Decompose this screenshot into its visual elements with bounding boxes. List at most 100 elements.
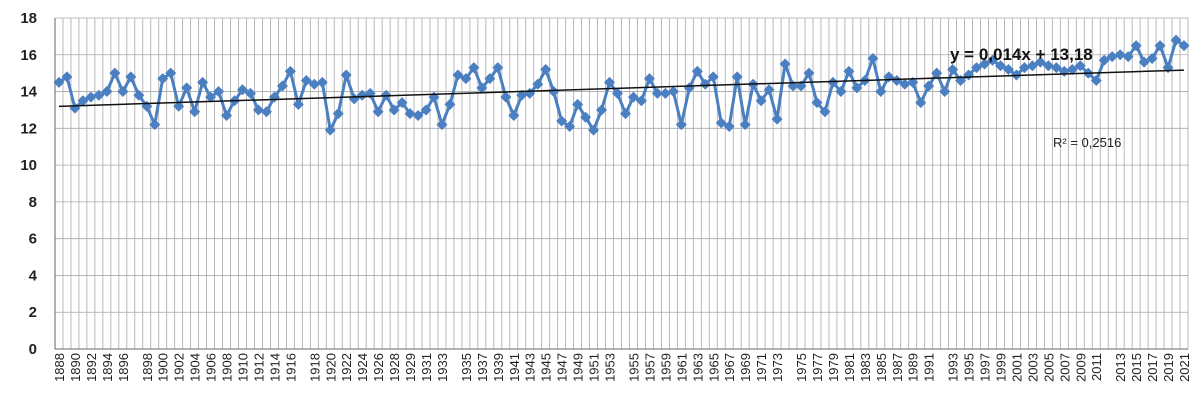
data-point-marker: [723, 120, 735, 132]
x-tick-label: 1973: [770, 353, 785, 382]
data-point-marker: [994, 60, 1006, 72]
trendline: [58, 69, 1185, 108]
data-point-marker: [316, 76, 328, 88]
data-point-marker: [659, 87, 671, 99]
data-point-marker: [931, 67, 943, 79]
data-point-marker: [300, 75, 312, 87]
data-point-marker: [396, 97, 408, 109]
x-tick-label: 1916: [283, 353, 298, 382]
data-point-marker: [221, 109, 233, 121]
data-point-marker: [564, 120, 576, 132]
data-point-marker: [1002, 63, 1014, 75]
data-point-marker: [540, 63, 552, 75]
data-point-marker: [755, 95, 767, 107]
x-tick-label: 1890: [68, 353, 83, 382]
data-point-marker: [173, 100, 185, 112]
data-point-marker: [604, 76, 616, 88]
r-squared-label: R² = 0,2516: [1053, 135, 1121, 150]
data-point-marker: [779, 58, 791, 70]
data-point-marker: [53, 76, 65, 88]
data-point-marker: [372, 106, 384, 118]
data-point-marker: [436, 119, 448, 131]
data-point-marker: [715, 117, 727, 129]
x-tick-label: 1896: [116, 353, 131, 382]
data-point-marker: [189, 106, 201, 118]
data-point-marker: [324, 124, 336, 136]
x-tick-label: 1892: [84, 353, 99, 382]
data-point-marker: [1106, 51, 1118, 63]
y-tick-label: 10: [20, 157, 37, 174]
data-point-marker: [548, 86, 560, 98]
x-tick-label: 1967: [722, 353, 737, 382]
data-point-marker: [484, 73, 496, 85]
x-tick-label: 1991: [922, 353, 937, 382]
data-point-marker: [843, 65, 855, 77]
data-point-marker: [181, 82, 193, 94]
data-point-marker: [1138, 56, 1150, 68]
data-point-marker: [276, 80, 288, 92]
data-point-marker: [867, 52, 879, 64]
x-tick-label: 1941: [507, 353, 522, 382]
x-tick-label: 2017: [1145, 353, 1160, 382]
data-point-marker: [332, 108, 344, 120]
data-point-marker: [771, 113, 783, 125]
data-point-marker: [1066, 63, 1078, 75]
data-point-marker: [516, 89, 528, 101]
data-point-marker: [580, 111, 592, 123]
data-point-marker: [811, 97, 823, 109]
x-tick-label: 1947: [555, 353, 570, 382]
y-tick-label: 8: [29, 194, 37, 211]
data-point-marker: [875, 86, 887, 98]
x-tick-label: 1965: [706, 353, 721, 382]
data-point-marker: [149, 119, 161, 131]
data-point-marker: [1026, 60, 1038, 72]
data-point-marker: [85, 91, 97, 103]
data-point-marker: [1042, 60, 1054, 72]
y-tick-label: 6: [29, 231, 37, 248]
data-point-marker: [404, 108, 416, 120]
y-tick-label: 12: [20, 120, 37, 137]
data-point-marker: [1146, 52, 1158, 64]
x-tick-label: 2021: [1177, 353, 1192, 382]
x-tick-label: 2013: [1113, 353, 1128, 382]
data-point-marker: [835, 86, 847, 98]
x-tick-label: 1969: [738, 353, 753, 382]
x-tick-label: 1928: [387, 353, 402, 382]
data-point-marker: [739, 119, 751, 131]
x-tick-label: 1924: [355, 353, 370, 382]
x-tick-label: 2007: [1057, 353, 1072, 382]
x-tick-label: 1931: [419, 353, 434, 382]
data-point-marker: [260, 106, 272, 118]
x-tick-label: 1979: [826, 353, 841, 382]
data-point-marker: [244, 87, 256, 99]
data-point-marker: [492, 62, 504, 74]
data-point-marker: [252, 104, 264, 116]
x-tick-label: 1953: [603, 353, 618, 382]
data-point-marker: [1130, 40, 1142, 52]
data-point-marker: [93, 89, 105, 101]
series-layer: [53, 34, 1190, 136]
y-tick-label: 0: [29, 341, 37, 358]
y-tick-label: 2: [29, 304, 37, 321]
x-tick-label: 1926: [371, 353, 386, 382]
data-point-marker: [763, 84, 775, 96]
data-point-marker: [651, 87, 663, 99]
x-tick-label: 1985: [874, 353, 889, 382]
x-tick-label: 1933: [435, 353, 450, 382]
x-tick-label: 1951: [587, 353, 602, 382]
trendline-layer: [58, 69, 1185, 108]
x-tick-label: 1888: [52, 353, 67, 382]
data-point-marker: [101, 86, 113, 98]
data-point-marker: [308, 78, 320, 90]
data-point-marker: [500, 91, 512, 103]
data-point-marker: [635, 95, 647, 107]
data-point-marker: [795, 80, 807, 92]
data-point-marker: [923, 80, 935, 92]
data-point-marker: [444, 98, 456, 110]
data-point-marker: [412, 109, 424, 121]
series-line: [58, 38, 1185, 132]
data-point-marker: [1090, 75, 1102, 87]
trendline-equation: y = 0,014x + 13,18: [950, 45, 1093, 64]
data-point-marker: [165, 67, 177, 79]
